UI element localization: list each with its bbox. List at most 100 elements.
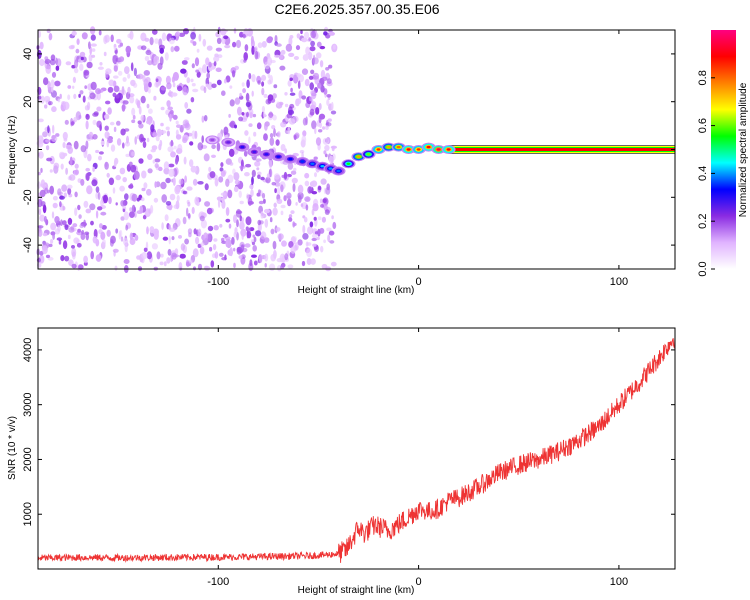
noise-dot: [144, 37, 150, 42]
colorbar-tick-label: 0.4: [697, 166, 709, 181]
noise-dot: [306, 258, 312, 265]
noise-dot: [164, 52, 169, 61]
noise-dot: [104, 125, 109, 131]
figure-title: C2E6.2025.357.00.35.E06: [274, 1, 439, 17]
noise-dot: [228, 113, 231, 118]
colorbar-ticks: 0.0 0.2 0.4 0.6 0.8: [697, 70, 715, 277]
noise-dot: [146, 188, 152, 196]
noise-dot: [311, 101, 317, 109]
noise-dot: [179, 253, 186, 259]
noise-dot: [316, 236, 320, 241]
noise-dot: [132, 115, 136, 120]
noise-dot: [236, 219, 239, 228]
noise-dot: [80, 178, 85, 186]
noise-dot: [134, 234, 139, 241]
noise-dot: [172, 254, 179, 258]
noise-dot: [326, 94, 332, 98]
noise-dot: [148, 108, 153, 114]
noise-dot: [95, 210, 99, 219]
noise-dot: [205, 83, 209, 88]
noise-dot: [233, 247, 236, 252]
noise-dot: [69, 174, 76, 181]
noise-dot: [116, 38, 122, 44]
noise-dot: [309, 221, 314, 228]
noise-dot: [158, 131, 163, 136]
noise-dot: [127, 73, 131, 79]
noise-dot: [97, 206, 103, 211]
noise-dot: [88, 41, 91, 50]
noise-dot: [74, 67, 79, 74]
noise-dot: [75, 48, 80, 54]
noise-dot: [91, 48, 96, 52]
noise-dot: [287, 109, 295, 115]
noise-dot: [184, 238, 190, 245]
noise-dot: [168, 206, 172, 211]
noise-dot: [242, 33, 246, 39]
noise-dot: [125, 45, 132, 54]
noise-dot: [141, 187, 146, 192]
noise-dot: [208, 166, 212, 173]
noise-dot: [211, 154, 216, 158]
noise-dot: [292, 221, 296, 228]
y-tick-label: -20: [22, 189, 34, 205]
noise-dot: [126, 135, 129, 144]
noise-dot: [55, 133, 60, 137]
noise-dot: [145, 120, 153, 125]
noise-dot: [276, 101, 280, 106]
noise-dot: [293, 167, 297, 172]
colorbar-label: Normalized spectral amplitude: [738, 82, 749, 217]
noise-dot: [220, 170, 226, 177]
noise-dot: [104, 161, 109, 170]
noise-dot: [49, 169, 53, 173]
noise-dot: [167, 106, 173, 111]
spectrogram-y-ticks: -40 -20 0 20 40: [22, 48, 675, 253]
noise-dot: [304, 196, 311, 202]
noise-dot: [190, 78, 194, 83]
noise-dot: [168, 37, 175, 45]
noise-dot: [218, 252, 224, 257]
noise-dot: [330, 110, 337, 115]
noise-dot: [264, 218, 269, 228]
noise-dot: [317, 186, 322, 191]
noise-dot: [168, 235, 171, 245]
noise-dot: [245, 101, 251, 108]
noise-dot: [122, 77, 127, 82]
noise-dot: [182, 86, 189, 96]
noise-dot: [199, 246, 205, 255]
noise-dot: [261, 81, 265, 87]
noise-dot: [320, 245, 324, 253]
noise-dot: [115, 94, 120, 99]
noise-dot: [231, 236, 235, 245]
noise-dot: [305, 46, 310, 56]
spectrogram-signal-trace: [205, 135, 456, 176]
noise-dot: [215, 67, 222, 73]
noise-dot: [59, 201, 62, 208]
noise-dot: [217, 199, 221, 208]
noise-dot: [320, 204, 325, 208]
noise-dot: [160, 253, 164, 258]
spectrogram-carrier-line: [448, 145, 676, 154]
noise-dot: [173, 145, 177, 150]
noise-dot: [152, 29, 158, 35]
noise-dot: [252, 245, 257, 252]
noise-dot: [98, 229, 103, 235]
noise-dot: [181, 60, 188, 65]
noise-dot: [118, 70, 123, 76]
noise-dot: [187, 201, 191, 207]
noise-dot: [177, 85, 183, 92]
noise-dot: [85, 140, 89, 150]
noise-dot: [237, 106, 242, 116]
noise-dot: [200, 219, 207, 229]
noise-dot: [274, 35, 278, 43]
noise-dot: [176, 195, 180, 202]
spectrogram-noise-dots: [36, 26, 338, 273]
noise-dot: [138, 123, 144, 129]
noise-dot: [37, 225, 44, 229]
noise-dot: [161, 222, 164, 230]
noise-dot: [190, 32, 197, 40]
noise-dot: [287, 162, 294, 170]
noise-dot: [316, 41, 322, 48]
noise-dot: [103, 194, 108, 204]
noise-dot: [318, 129, 323, 133]
